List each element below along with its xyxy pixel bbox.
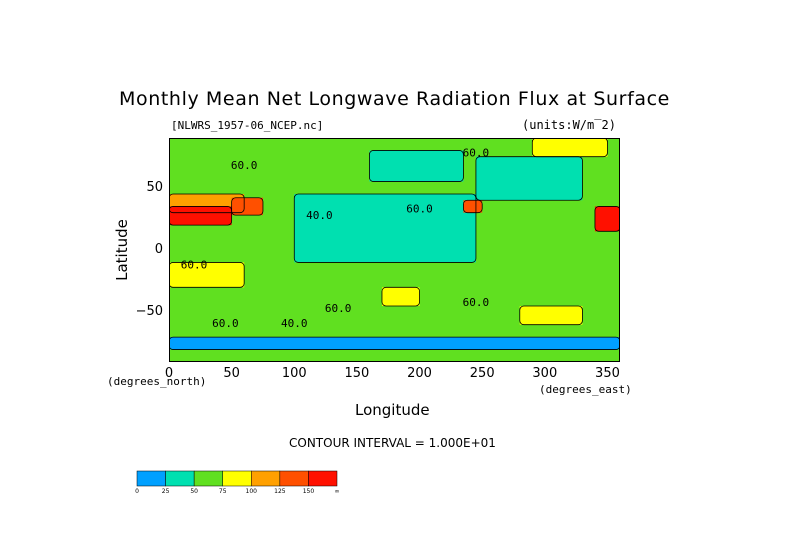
contour-line <box>519 305 583 326</box>
heatmap-region <box>369 150 464 182</box>
heatmap-region <box>231 197 263 216</box>
contour-label: 60.0 <box>406 203 433 216</box>
y-tick-label: −50 <box>135 304 163 320</box>
heatmap-region <box>381 287 420 306</box>
colorbar-level-label: ∞ <box>335 488 340 495</box>
contour-line <box>169 193 245 214</box>
x-tick-label: 150 <box>344 366 370 381</box>
colorbar-swatch <box>193 470 223 487</box>
file-label: [NLWRS_1957-06_NCEP.nc] <box>171 119 324 132</box>
contour-line <box>475 156 583 201</box>
x-tick-label: 200 <box>407 366 432 381</box>
heatmap-region <box>532 138 608 157</box>
units-label: (units:W/m‾2) <box>522 118 616 132</box>
x-tick-label: 0 <box>164 366 174 381</box>
contour-line <box>293 193 477 263</box>
contour-line <box>381 286 420 307</box>
contour-line <box>169 262 245 288</box>
contour-line <box>231 197 264 216</box>
colorbar-swatch <box>136 470 166 487</box>
x-axis-units: (degrees_east) <box>539 383 632 396</box>
colorbar-swatch <box>308 470 338 487</box>
heatmap-region <box>169 337 620 350</box>
contour-label: 60.0 <box>463 147 490 160</box>
heatmap-region <box>463 200 483 213</box>
colorbar-level-label: 100 <box>246 488 258 495</box>
colorbar-level-label: 125 <box>274 488 286 495</box>
heatmap-region <box>169 206 232 226</box>
contour-line <box>594 206 620 232</box>
colorbar-swatch <box>165 470 195 487</box>
contour-line <box>369 150 464 182</box>
contour-label: 60.0 <box>325 302 352 315</box>
x-axis-label: Longitude <box>355 401 430 419</box>
chart-title: Monthly Mean Net Longwave Radiation Flux… <box>119 88 670 110</box>
colorbar-level-label: 75 <box>219 488 227 495</box>
contour-label: 40.0 <box>281 317 308 330</box>
colorbar-level-label: 25 <box>162 488 170 495</box>
heatmap-region <box>594 206 620 232</box>
heatmap-plot: 60.0 60.0 40.0 60.0 60.0 60.0 60.0 60.0 40.0 <box>169 138 620 362</box>
contour-line <box>531 138 608 158</box>
x-tick-label: 350 <box>595 366 620 381</box>
colorbar-level-label: 50 <box>190 488 198 495</box>
heatmap-region <box>169 262 245 288</box>
contour-line <box>463 199 483 214</box>
contour-label: 60.0 <box>181 259 208 272</box>
contour-label: 40.0 <box>306 209 333 222</box>
plot-frame <box>169 138 620 362</box>
x-tick-label: 250 <box>469 366 495 381</box>
y-axis-label: Latitude <box>113 219 131 281</box>
colorbar-level-label: 150 <box>303 488 315 495</box>
y-tick-label: 50 <box>146 179 163 195</box>
x-tick-label: 300 <box>532 366 558 381</box>
y-tick-label: 0 <box>154 242 163 257</box>
contour-line <box>169 336 620 350</box>
colorbar-swatch <box>279 470 309 487</box>
contour-interval-text: CONTOUR INTERVAL = 1.000E+01 <box>289 436 496 450</box>
colorbar-swatch <box>222 470 252 487</box>
heatmap-region <box>475 156 583 201</box>
heatmap-region <box>519 306 583 325</box>
contour-label: 60.0 <box>463 296 490 309</box>
heatmap-region <box>294 194 476 263</box>
x-tick-label: 50 <box>223 366 240 381</box>
contour-label: 60.0 <box>231 159 258 172</box>
colorbar-level-label: 0 <box>135 488 139 495</box>
colorbar-swatch <box>251 470 281 487</box>
x-tick-label: 100 <box>281 366 307 381</box>
contour-line <box>169 206 233 226</box>
contour-label: 60.0 <box>212 317 239 330</box>
y-axis-units: (degrees_north) <box>107 375 207 388</box>
